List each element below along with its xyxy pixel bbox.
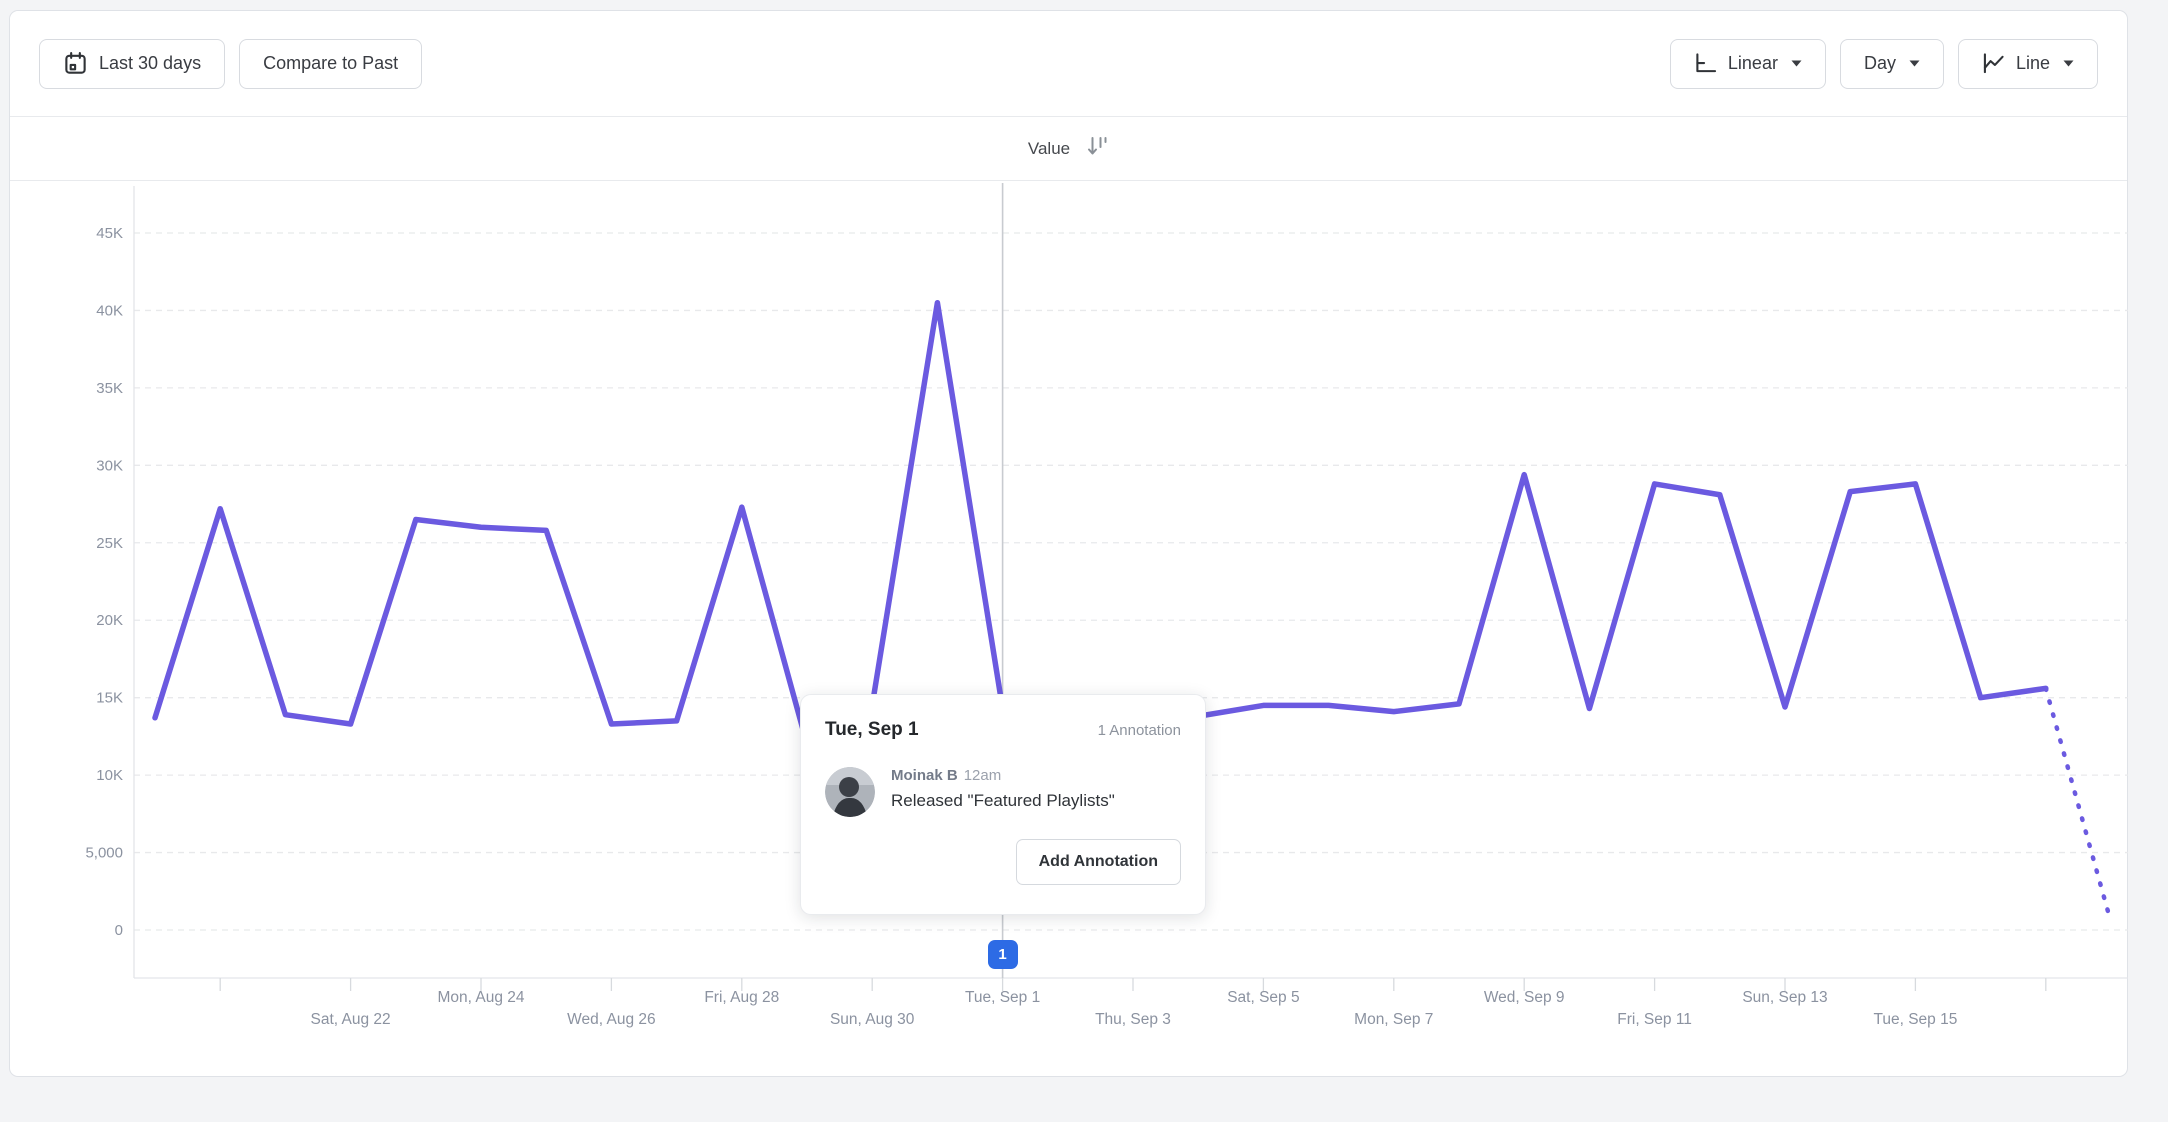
annotation-text: Released "Featured Playlists" [891,791,1115,810]
svg-text:Fri, Sep 11: Fri, Sep 11 [1617,1011,1692,1028]
compare-to-past-label: Compare to Past [263,53,399,73]
svg-text:10K: 10K [96,767,123,784]
chevron-down-icon [1909,60,1920,67]
svg-text:0: 0 [115,922,123,939]
line-chart-icon [1982,53,2005,74]
svg-text:15K: 15K [96,690,123,707]
toolbar: Last 30 days Compare to Past Linear [10,11,2127,117]
svg-text:30K: 30K [96,457,123,474]
svg-text:Wed, Sep 9: Wed, Sep 9 [1484,989,1565,1006]
svg-text:Fri, Aug 28: Fri, Aug 28 [704,989,779,1006]
tooltip-footer: Add Annotation [825,839,1181,885]
date-range-label: Last 30 days [99,53,202,73]
interval-dropdown[interactable]: Day [1839,38,1944,89]
toolbar-left: Last 30 days Compare to Past [39,38,423,89]
annotation-tooltip: Tue, Sep 1 1 Annotation [800,694,1206,915]
annotation-count-badge[interactable]: 1 [987,940,1018,969]
chevron-down-icon [1791,60,1802,67]
compare-to-past-button[interactable]: Compare to Past [239,38,423,89]
avatar [825,767,875,817]
chart-type-label: Line [2015,53,2050,73]
annotation-content: Moinak B 12am Released "Featured Playlist… [891,767,1115,817]
svg-text:Sun, Aug 30: Sun, Aug 30 [830,1011,915,1028]
sort-icon[interactable] [1087,135,1109,162]
svg-text:Tue, Sep 1: Tue, Sep 1 [965,989,1040,1006]
tooltip-annotation-count: 1 Annotation [1097,722,1181,739]
date-range-button[interactable]: Last 30 days [39,38,226,89]
svg-text:Tue, Sep 15: Tue, Sep 15 [1873,1011,1957,1028]
scale-label: Linear [1727,53,1778,73]
series-title: Value [1027,138,1071,158]
calendar-icon [63,51,88,76]
svg-text:Sat, Aug 22: Sat, Aug 22 [311,1011,391,1028]
annotation-author: Moinak B [891,767,958,784]
svg-text:Thu, Sep 3: Thu, Sep 3 [1095,1011,1171,1028]
svg-text:20K: 20K [96,612,123,629]
svg-text:35K: 35K [96,380,123,397]
series-header-row: Value [10,117,2127,181]
svg-text:45K: 45K [96,225,123,242]
svg-text:Mon, Sep 7: Mon, Sep 7 [1354,1011,1433,1028]
interval-label: Day [1863,53,1896,73]
chart-type-dropdown[interactable]: Line [1957,38,2098,89]
insights-card: 0 5,000 10K 15K 20K 25K 30K 35K 40K 45K Sat, Aug 2… [9,10,2128,1077]
toolbar-right: Linear Day Line [1669,38,2098,89]
scale-dropdown[interactable]: Linear [1669,38,1826,89]
svg-text:5,000: 5,000 [85,845,123,862]
linear-scale-icon [1694,53,1717,74]
add-annotation-button[interactable]: Add Annotation [1015,839,1181,885]
chevron-down-icon [2063,60,2074,67]
svg-text:25K: 25K [96,535,123,552]
annotation-meta: Moinak B 12am [891,767,1115,784]
tooltip-header: Tue, Sep 1 1 Annotation [825,719,1181,741]
svg-text:Mon, Aug 24: Mon, Aug 24 [437,989,524,1006]
annotation-time: 12am [963,767,1002,784]
tooltip-date: Tue, Sep 1 [825,719,919,740]
svg-text:Sat, Sep 5: Sat, Sep 5 [1227,989,1299,1006]
svg-text:40K: 40K [96,302,123,319]
svg-text:Sun, Sep 13: Sun, Sep 13 [1742,989,1827,1006]
annotation-entry: Moinak B 12am Released "Featured Playlist… [825,767,1181,817]
svg-text:Wed, Aug 26: Wed, Aug 26 [567,1011,655,1028]
